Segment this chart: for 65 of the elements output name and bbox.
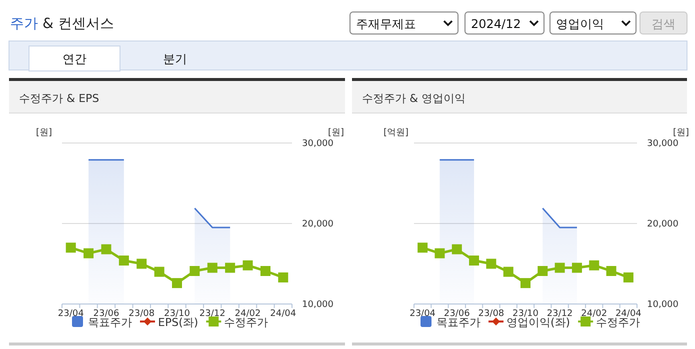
text: 2024/12 [471,17,521,31]
point [572,262,582,273]
point [589,260,600,270]
y2-tick-label: 30,000 [647,139,679,149]
chart-title: 수정주가 & 영업이익 [362,92,466,105]
point [418,242,428,253]
x-tick-label: 24/04 [615,309,642,319]
point [520,278,530,288]
x-tick-label: 23/06 [444,309,470,319]
y-axis-title: [원] [36,128,52,138]
text: 주가 & 컨센서스 [10,16,114,32]
legend-label: 목표주가 [88,316,132,329]
legend-label: EPS(좌) [158,316,198,329]
y2-tick-label: 20,000 [647,220,679,230]
x-tick-label: 24/02 [234,309,261,319]
point [606,266,616,276]
legend-label: 수정주가 [224,316,268,329]
y2-tick-label: 30,000 [302,139,334,149]
legend-label: 수정주가 [596,316,640,329]
point [469,256,480,266]
x-tick-label: 23/12 [546,309,573,319]
y2-axis-title: [원] [672,128,690,138]
y2-tick-label: 20,000 [302,220,334,230]
point [434,248,445,258]
point [538,266,548,276]
x-tick-label: 23/10 [512,309,539,319]
point [623,272,634,282]
y-axis-title: [억원] [383,128,409,138]
point [242,260,253,270]
x-tick-label: 23/10 [164,309,190,319]
x-tick-label: 23/08 [128,309,155,319]
point [554,262,565,273]
point [452,244,462,254]
point [260,266,270,276]
text: 연간 [62,52,86,66]
text: 영업이익 [556,17,604,31]
point [118,256,129,266]
y2-tick-label: 10,000 [647,300,679,310]
legend-label: 영업이익(좌) [506,316,570,329]
text: 주재무제표 [356,17,416,31]
x-tick-label: 23/12 [199,309,226,319]
text: 분기 [163,52,187,66]
point [172,278,182,288]
point [486,258,496,269]
chart-title: 수정주가 & EPS [19,92,100,105]
y2-tick-label: 10,000 [302,300,334,310]
point [190,266,200,276]
point [278,272,288,282]
x-tick-label: 23/06 [93,309,120,319]
point [207,262,218,273]
y2-axis-title: [원] [328,128,344,138]
point [225,262,236,273]
x-tick-label: 23/04 [410,309,436,319]
x-tick-label: 23/04 [58,309,84,319]
x-tick-label: 23/08 [478,309,504,319]
point [503,266,514,277]
x-tick-label: 24/02 [581,309,608,319]
point [66,242,76,253]
x-tick-label: 24/04 [270,309,296,319]
point [154,266,164,277]
legend-label: 목표주가 [436,316,480,329]
text: 검색 [652,17,676,31]
point [84,248,94,258]
point [101,244,112,254]
point [136,258,147,269]
